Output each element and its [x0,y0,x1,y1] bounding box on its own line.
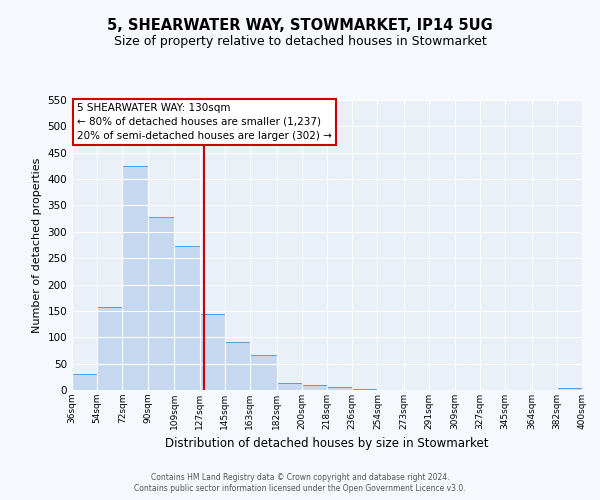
Bar [250,354,277,390]
Bar [327,388,352,390]
Text: 5, SHEARWATER WAY, STOWMARKET, IP14 5UG: 5, SHEARWATER WAY, STOWMARKET, IP14 5UG [107,18,493,32]
Bar [225,342,250,390]
X-axis label: Distribution of detached houses by size in Stowmarket: Distribution of detached houses by size … [165,438,489,450]
Bar [557,388,582,390]
Text: Contains public sector information licensed under the Open Government Licence v3: Contains public sector information licen… [134,484,466,493]
Bar [148,217,174,390]
Bar [277,383,302,390]
Bar [97,307,122,390]
Text: 5 SHEARWATER WAY: 130sqm
← 80% of detached houses are smaller (1,237)
20% of sem: 5 SHEARWATER WAY: 130sqm ← 80% of detach… [77,103,332,141]
Text: Size of property relative to detached houses in Stowmarket: Size of property relative to detached ho… [113,35,487,48]
Bar [302,384,327,390]
Y-axis label: Number of detached properties: Number of detached properties [32,158,42,332]
Text: Contains HM Land Registry data © Crown copyright and database right 2024.: Contains HM Land Registry data © Crown c… [151,472,449,482]
Bar [122,166,148,390]
Bar [72,374,97,390]
Bar [174,246,200,390]
Bar [200,314,225,390]
